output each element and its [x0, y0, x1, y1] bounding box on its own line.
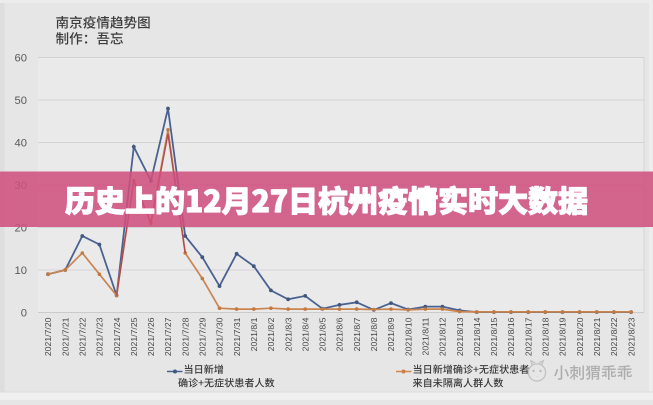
svg-text:2021/8/22: 2021/8/22 [609, 317, 619, 356]
svg-text:2021/8/23: 2021/8/23 [626, 317, 636, 356]
svg-text:2021/7/27: 2021/7/27 [163, 317, 173, 356]
svg-text:2021/8/3: 2021/8/3 [283, 317, 293, 351]
svg-text:2021/8/9: 2021/8/9 [386, 317, 396, 351]
svg-text:2021/7/26: 2021/7/26 [146, 317, 156, 356]
svg-text:2021/8/12: 2021/8/12 [438, 317, 448, 356]
svg-text:2021/7/24: 2021/7/24 [112, 317, 122, 356]
svg-text:2021/8/2: 2021/8/2 [266, 317, 276, 351]
svg-text:2021/8/21: 2021/8/21 [592, 317, 602, 356]
svg-text:2021/8/8: 2021/8/8 [369, 317, 379, 351]
svg-text:2021/7/23: 2021/7/23 [95, 317, 105, 356]
svg-text:10: 10 [15, 265, 27, 277]
svg-text:2021/8/15: 2021/8/15 [489, 317, 499, 356]
svg-text:2021/8/10: 2021/8/10 [403, 317, 413, 356]
svg-text:2021/8/5: 2021/8/5 [318, 317, 328, 351]
svg-text:2021/7/20: 2021/7/20 [43, 317, 53, 356]
svg-text:60: 60 [15, 53, 27, 65]
svg-text:0: 0 [21, 308, 27, 320]
svg-text:2021/8/6: 2021/8/6 [335, 317, 345, 351]
svg-text:2021/8/18: 2021/8/18 [541, 317, 551, 356]
svg-text:2021/7/31: 2021/7/31 [232, 317, 242, 356]
svg-text:2021/7/21: 2021/7/21 [60, 317, 70, 356]
svg-text:2021/8/13: 2021/8/13 [455, 317, 465, 356]
svg-text:2021/8/7: 2021/8/7 [352, 317, 362, 351]
svg-text:2021/8/16: 2021/8/16 [506, 317, 516, 356]
svg-text:2021/8/17: 2021/8/17 [523, 317, 533, 356]
svg-text:2021/8/11: 2021/8/11 [421, 317, 431, 355]
svg-text:2021/8/4: 2021/8/4 [300, 317, 310, 351]
svg-text:2021/8/14: 2021/8/14 [472, 317, 482, 356]
svg-text:2021/7/22: 2021/7/22 [78, 317, 88, 356]
svg-text:2021/7/30: 2021/7/30 [215, 317, 225, 356]
svg-text:2021/8/19: 2021/8/19 [558, 317, 568, 356]
svg-text:2021/7/29: 2021/7/29 [198, 317, 208, 356]
svg-text:2021/7/25: 2021/7/25 [129, 317, 139, 356]
svg-text:2021/8/1: 2021/8/1 [249, 317, 259, 351]
svg-text:50: 50 [15, 95, 27, 107]
svg-text:40: 40 [15, 138, 27, 150]
svg-text:2021/7/28: 2021/7/28 [180, 317, 190, 356]
svg-text:2021/8/20: 2021/8/20 [575, 317, 585, 356]
